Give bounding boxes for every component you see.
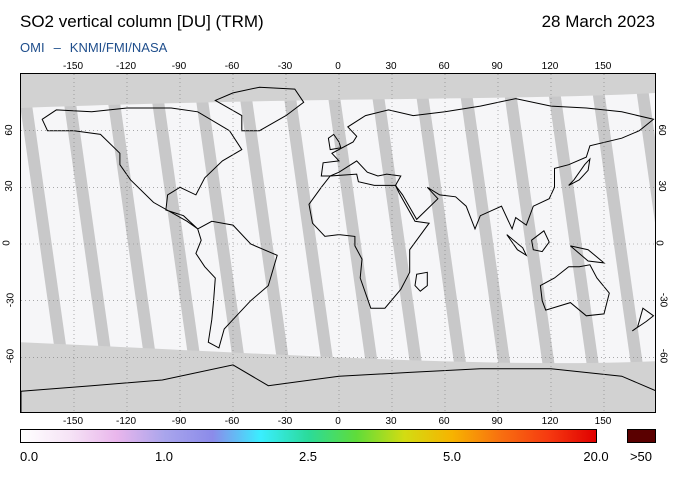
graticule-layer (21, 74, 655, 412)
lon-tick-bottom--90: -90 (171, 416, 187, 427)
lat-tick-left-60: 60 (4, 124, 16, 136)
lon-tick-top--30: -30 (277, 61, 293, 72)
lat-tick-right-60: 60 (656, 124, 668, 136)
swath-gap-1 (59, 74, 120, 412)
lon-tick-top--120: -120 (115, 61, 137, 72)
coastline-borneo (531, 230, 550, 253)
coastline-south-america (195, 220, 278, 349)
lat-tick-left--30: -30 (5, 292, 17, 307)
coastline-north-america (41, 107, 243, 230)
swath-gap-9 (413, 74, 473, 412)
so2-map (21, 74, 655, 412)
swath-gap-6 (280, 74, 341, 412)
swath-gap-4 (192, 74, 253, 412)
lon-tick-top--90: -90 (171, 61, 187, 72)
swath-gap-0 (21, 74, 76, 412)
colorbar-overflow-label: >50 (629, 449, 653, 464)
source-label: KNMI/FMI/NASA (69, 40, 168, 55)
lon-tick-top--150: -150 (62, 61, 84, 72)
coastline-britain (327, 133, 342, 151)
swath-gap-8 (369, 74, 429, 412)
lon-tick-bottom-120: 120 (541, 416, 559, 427)
lon-tick-bottom--120: -120 (115, 416, 137, 427)
arctic-no-data (21, 74, 655, 108)
lon-tick-top-90: 90 (491, 61, 503, 72)
coastline-japan (568, 157, 591, 186)
lon-tick-top-0: 0 (335, 61, 341, 72)
swath-gap-3 (148, 74, 208, 412)
coastline-sumatra (506, 234, 528, 257)
coastline-new-zealand (632, 307, 655, 332)
polar-no-data-layer (21, 74, 655, 412)
instrument-label: OMI (20, 40, 45, 55)
lon-tick-bottom-150: 150 (594, 416, 612, 427)
lon-tick-top-120: 120 (541, 61, 559, 72)
coastline-madagascar (414, 271, 428, 292)
colorbar (20, 429, 597, 443)
lon-tick-bottom--60: -60 (224, 416, 240, 427)
lon-tick-top-30: 30 (385, 61, 397, 72)
lat-tick-left-30: 30 (4, 180, 16, 192)
lat-tick-right-30: 30 (656, 180, 668, 192)
lon-tick-bottom--30: -30 (277, 416, 293, 427)
antarctic-no-data (21, 342, 655, 412)
coastline-greenland (214, 86, 305, 132)
swath-gap-5 (236, 74, 297, 412)
lon-tick-bottom-60: 60 (438, 416, 450, 427)
colorbar-label-20.0: 20.0 (583, 449, 609, 464)
lat-tick-right-0: 0 (653, 240, 665, 246)
lat-tick-right--60: -60 (657, 349, 669, 364)
lon-tick-bottom-90: 90 (491, 416, 503, 427)
colorbar-overflow-box (627, 429, 656, 443)
lon-tick-bottom-0: 0 (335, 416, 341, 427)
lon-tick-bottom-30: 30 (385, 416, 397, 427)
data-source: OMI – KNMI/FMI/NASA (20, 40, 167, 55)
map-frame (20, 73, 656, 413)
lon-tick-top-150: 150 (594, 61, 612, 72)
lat-tick-left-0: 0 (1, 240, 13, 246)
lon-tick-bottom--150: -150 (62, 416, 84, 427)
separator: – (53, 40, 61, 55)
swath-gap-13 (589, 74, 650, 412)
colorbar-label-0.0: 0.0 (20, 449, 39, 464)
map-date: 28 March 2023 (541, 12, 655, 31)
swath-gap-2 (104, 74, 164, 412)
map-title: SO2 vertical column [DU] (TRM) (20, 12, 264, 31)
coastline-eurasia (320, 98, 655, 231)
lon-tick-top--60: -60 (224, 61, 240, 72)
swath-gap-12 (545, 74, 606, 412)
lat-tick-left--60: -60 (5, 349, 17, 364)
colorbar-label-5.0: 5.0 (442, 449, 462, 464)
swath-gap-10 (457, 74, 518, 412)
coastline-africa (308, 173, 431, 309)
coastline-australia (539, 264, 610, 317)
swath-gap-14 (634, 74, 655, 223)
colorbar-label-2.5: 2.5 (298, 449, 318, 464)
lon-tick-top-60: 60 (438, 61, 450, 72)
colorbar-label-1.0: 1.0 (154, 449, 174, 464)
lat-tick-right--30: -30 (657, 292, 669, 307)
swath-gap-11 (501, 74, 562, 412)
